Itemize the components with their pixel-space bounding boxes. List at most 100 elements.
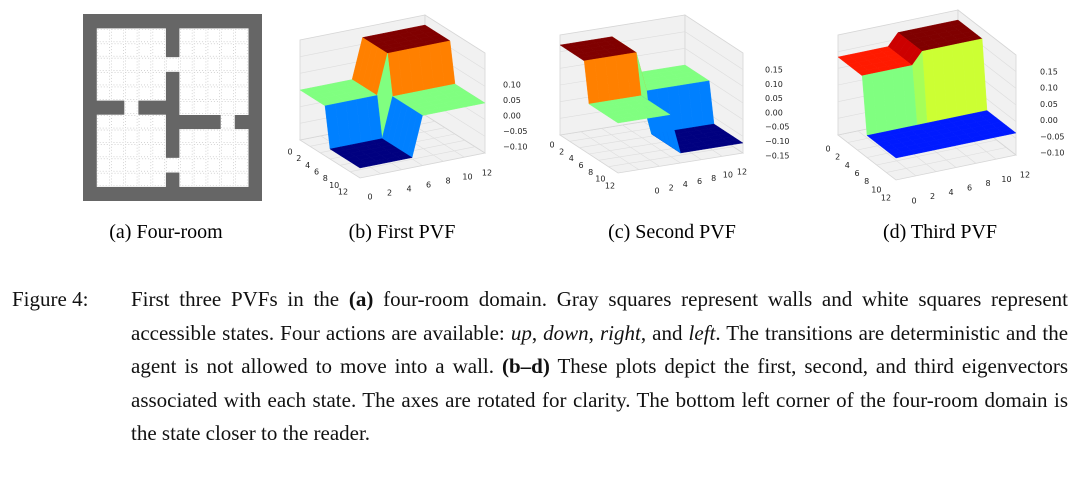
- col-tick-label: 4: [406, 185, 411, 194]
- caption-run: (a): [348, 287, 374, 311]
- z-tick-label: 0.05: [1040, 100, 1058, 109]
- cell-outline: [207, 144, 220, 158]
- state-cell: [220, 100, 235, 115]
- cell-outline: [221, 158, 234, 172]
- state-cell: [234, 28, 249, 44]
- cell-outline: [180, 172, 193, 186]
- state-cell: [138, 28, 153, 44]
- state-cell: [124, 157, 139, 173]
- state-cell: [206, 28, 221, 44]
- col-tick-label: 6: [426, 181, 431, 190]
- cell-outline: [207, 129, 220, 143]
- cell-outline: [221, 72, 234, 86]
- cell-outline: [180, 144, 193, 158]
- caption-run: four-room domain. Gray squares represent…: [131, 287, 1069, 345]
- state-cell: [96, 143, 111, 159]
- cell-outline: [97, 144, 110, 158]
- state-cell: [179, 172, 194, 187]
- caption-run: down: [543, 320, 589, 345]
- cell-outline: [152, 29, 165, 43]
- state-cell: [96, 28, 111, 44]
- state-cell: [193, 157, 208, 173]
- cell-outline: [235, 101, 248, 114]
- z-tick-label: 0.10: [765, 80, 783, 89]
- cell-outline: [207, 172, 220, 186]
- cell-outline: [111, 86, 124, 100]
- state-cell: [151, 157, 166, 173]
- state-cell: [234, 71, 249, 87]
- state-cell: [193, 42, 208, 58]
- col-tick-label: 4: [683, 180, 688, 189]
- caption-run: First three PVFs in the: [131, 287, 349, 311]
- cell-outline: [235, 86, 248, 100]
- state-cell: [96, 172, 111, 187]
- z-tick-label: 0.05: [503, 96, 521, 105]
- cell-outline: [97, 172, 110, 186]
- col-tick-label: 10: [723, 171, 733, 180]
- cell-outline: [111, 57, 124, 71]
- z-tick-label: −0.15: [765, 151, 790, 160]
- z-tick-label: 0.15: [765, 66, 783, 75]
- col-tick-label: 2: [930, 192, 935, 201]
- state-cell: [179, 143, 194, 159]
- z-tick-label: 0.10: [1040, 84, 1058, 93]
- cell-outline: [235, 72, 248, 86]
- cell-outline: [111, 144, 124, 158]
- state-cell: [110, 157, 125, 173]
- cell-outline: [180, 101, 193, 114]
- row-tick-label: 10: [595, 175, 605, 184]
- four-room-grid: [83, 14, 262, 201]
- state-cell: [234, 157, 249, 173]
- cell-outline: [207, 86, 220, 100]
- state-cell: [138, 71, 153, 87]
- cell-outline: [125, 172, 138, 186]
- caption-run: ,: [531, 320, 544, 345]
- caption-run: These plots depict the first, second, an…: [131, 354, 1068, 445]
- state-cell: [151, 42, 166, 58]
- col-tick-label: 12: [737, 168, 747, 177]
- cell-outline: [125, 57, 138, 71]
- state-cell: [206, 100, 221, 115]
- cell-outline: [180, 72, 193, 86]
- caption-run: . The transitions are deterministic and …: [131, 320, 1069, 379]
- state-cell: [151, 114, 166, 130]
- cell-outline: [180, 43, 193, 57]
- state-cell: [220, 129, 235, 144]
- state-cell: [206, 42, 221, 58]
- state-cell: [138, 42, 153, 58]
- state-cell: [110, 42, 125, 58]
- cell-outline: [235, 129, 248, 143]
- col-tick-label: 0: [911, 197, 916, 206]
- z-tick-label: −0.05: [503, 127, 528, 136]
- state-cell: [96, 129, 111, 144]
- cell-outline: [207, 43, 220, 57]
- state-cell: [220, 85, 235, 101]
- state-cell: [179, 157, 194, 173]
- cell-outline: [180, 129, 193, 143]
- state-cell: [206, 71, 221, 87]
- state-cell: [110, 71, 125, 87]
- cell-outline: [207, 72, 220, 86]
- state-cell: [179, 57, 194, 72]
- cell-outline: [111, 29, 124, 43]
- state-cell: [124, 28, 139, 44]
- state-cell: [124, 172, 139, 187]
- state-cell: [193, 100, 208, 115]
- cell-outline: [221, 101, 234, 114]
- cell-outline: [193, 86, 207, 100]
- state-cell: [110, 114, 125, 130]
- state-cell: [220, 28, 235, 44]
- state-cell: [193, 129, 208, 144]
- row-tick-label: 6: [854, 169, 859, 178]
- cell-outline: [97, 158, 110, 172]
- state-cell: [124, 42, 139, 58]
- state-cell: [234, 172, 249, 187]
- col-tick-label: 4: [948, 188, 953, 197]
- subcaption: (a) Four-room: [109, 221, 223, 243]
- cell-outline: [125, 101, 138, 114]
- z-tick-label: −0.05: [1040, 132, 1065, 141]
- cell-outline: [125, 115, 138, 129]
- state-cell: [110, 129, 125, 144]
- pane-grid: [684, 48, 744, 87]
